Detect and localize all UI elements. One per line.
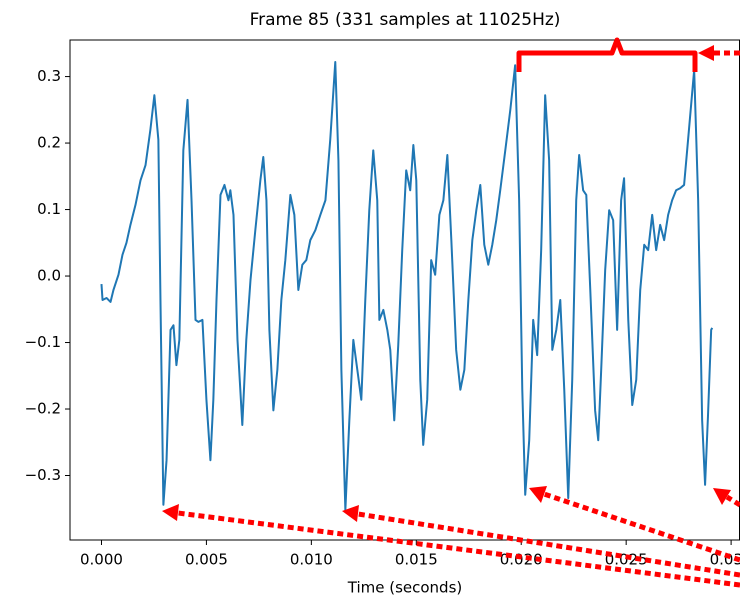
y-tick-label: −0.1 bbox=[25, 333, 61, 351]
y-tick-label: 0.1 bbox=[37, 200, 61, 218]
y-tick-label: 0.3 bbox=[37, 67, 61, 85]
bracket bbox=[516, 37, 698, 72]
y-tick-label: −0.2 bbox=[25, 400, 61, 418]
arrow-head bbox=[342, 505, 359, 522]
arrow-head bbox=[713, 488, 731, 505]
arrow-line bbox=[177, 510, 740, 588]
y-tick-label: −0.3 bbox=[25, 466, 61, 484]
arrow-head bbox=[698, 45, 714, 61]
y-tick-label: 0.2 bbox=[37, 134, 61, 152]
x-tick-label: 0.030 bbox=[710, 551, 740, 569]
x-tick-label: 0.000 bbox=[80, 551, 123, 569]
x-tick-label: 0.025 bbox=[605, 551, 648, 569]
annotations bbox=[162, 37, 740, 588]
arrow-head bbox=[162, 504, 179, 521]
arrow-head bbox=[529, 486, 547, 503]
x-tick-label: 0.015 bbox=[395, 551, 438, 569]
line-series bbox=[100, 60, 714, 512]
arrow-line bbox=[543, 491, 740, 563]
chart-title: Frame 85 (331 samples at 11025Hz) bbox=[250, 10, 561, 30]
plot-frame bbox=[69, 39, 740, 541]
x-tick-label: 0.010 bbox=[290, 551, 333, 569]
x-axis-label: Time (seconds) bbox=[347, 579, 463, 597]
arrow-line bbox=[357, 511, 740, 578]
arrow-line bbox=[725, 494, 740, 508]
x-tick-label: 0.005 bbox=[185, 551, 228, 569]
plot-area: −0.3 −0.2 −0.1 0.0 0.1 0.2 0.3 0.000 0.005 0.010 0… bbox=[25, 39, 740, 569]
y-tick-label: 0.0 bbox=[37, 267, 61, 285]
